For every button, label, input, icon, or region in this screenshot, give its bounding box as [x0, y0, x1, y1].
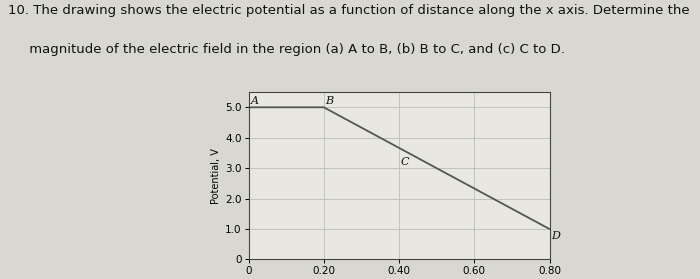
Y-axis label: Potential, V: Potential, V	[211, 148, 221, 204]
Text: A: A	[251, 96, 258, 106]
Text: magnitude of the electric field in the region (a) A to B, (b) B to C, and (c) C : magnitude of the electric field in the r…	[8, 43, 566, 56]
Text: B: B	[326, 96, 334, 106]
Text: C: C	[401, 157, 410, 167]
Text: D: D	[552, 230, 560, 240]
Text: 10. The drawing shows the electric potential as a function of distance along the: 10. The drawing shows the electric poten…	[8, 4, 690, 17]
